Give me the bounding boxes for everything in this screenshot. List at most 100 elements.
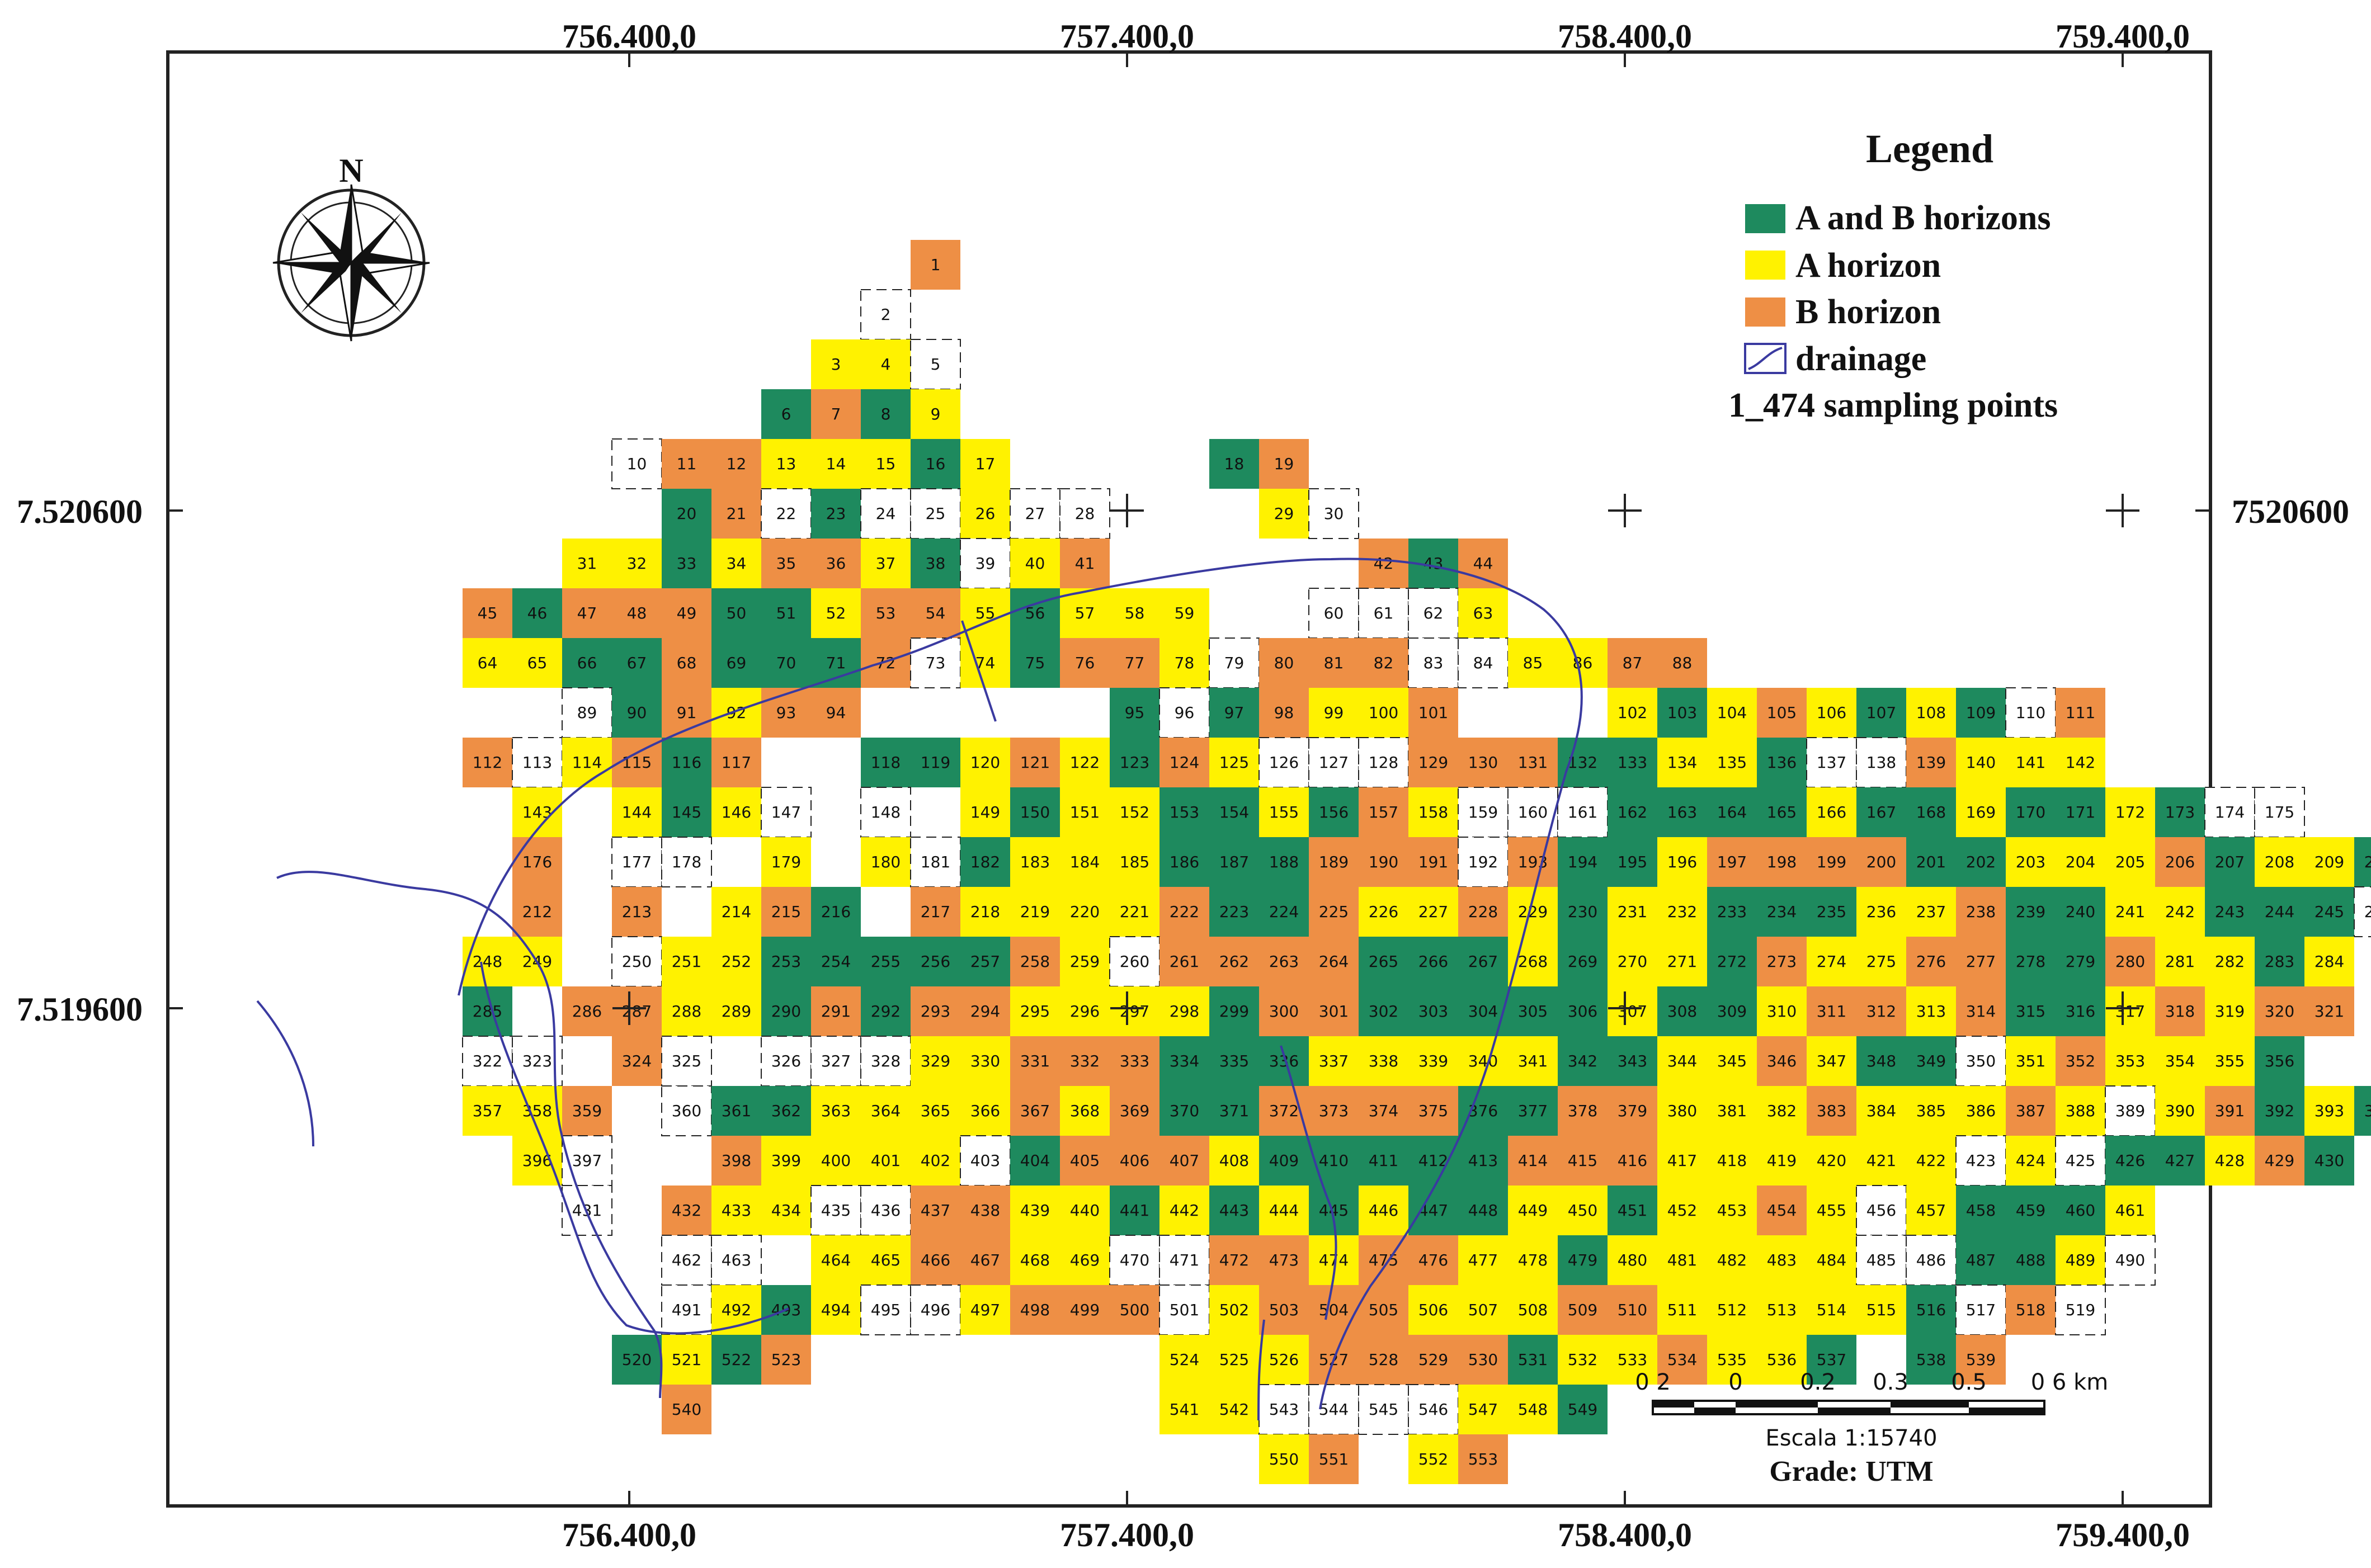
sample-point-number: 186 [1170, 853, 1199, 871]
sample-point-number: 217 [921, 903, 950, 921]
sample-cell [1906, 1136, 1956, 1186]
sample-cell [1159, 837, 1209, 887]
sample-cell [2205, 986, 2255, 1036]
sample-cell [1209, 1136, 1259, 1186]
sample-point-number: 183 [1020, 853, 1050, 871]
sample-point-number: 31 [577, 554, 597, 573]
sample-point-number: 372 [1269, 1102, 1299, 1120]
legend-label-b: B horizon [1795, 293, 1941, 331]
sample-point-number: 413 [1468, 1151, 1498, 1170]
sample-point-number: 151 [1070, 803, 1100, 821]
sample-cell [2105, 1235, 2156, 1286]
sample-cell [761, 887, 811, 937]
sample-cell [1757, 738, 1807, 787]
sample-cell [960, 1285, 1010, 1335]
sample-point-number: 84 [1473, 654, 1493, 672]
sample-cell [1060, 937, 1110, 986]
sample-point-number: 174 [2215, 803, 2245, 821]
sample-point-number: 59 [1175, 604, 1195, 622]
sample-cell [1060, 638, 1110, 688]
sample-cell [1458, 837, 1509, 887]
sample-cell [1359, 1335, 1408, 1385]
sample-point-number: 506 [1418, 1301, 1448, 1319]
sample-cell [1408, 837, 1458, 887]
sample-cell [1359, 937, 1408, 986]
sample-cell [1608, 1136, 1657, 1186]
sample-point-number: 181 [921, 853, 950, 871]
sample-cell [1359, 1136, 1408, 1186]
sample-point-number: 203 [2016, 853, 2045, 871]
sample-point-number: 293 [921, 1002, 950, 1021]
sample-cell [711, 887, 761, 937]
sample-point-number: 408 [1219, 1151, 1249, 1170]
sample-point-number: 486 [1916, 1251, 1946, 1269]
sample-point-number: 360 [672, 1102, 701, 1120]
sample-cell [1508, 837, 1558, 887]
sample-point-number: 487 [1966, 1251, 1996, 1269]
sample-point-number: 33 [677, 554, 697, 573]
sample-point-number: 339 [1418, 1052, 1448, 1070]
sample-cell [1458, 1086, 1508, 1136]
sample-cell [1209, 1186, 1259, 1235]
sample-point-number: 471 [1170, 1251, 1199, 1269]
sample-cell [2204, 787, 2255, 838]
sample-cell [2205, 1036, 2255, 1086]
sample-cell [1906, 986, 1956, 1036]
sample-point-number: 331 [1020, 1052, 1050, 1070]
sample-point-number: 488 [2016, 1251, 2045, 1269]
sample-point-number: 250 [622, 952, 652, 971]
sample-cell [1856, 1136, 1906, 1186]
sample-point-number: 150 [1020, 803, 1050, 821]
sample-point-number: 233 [1717, 903, 1747, 921]
sample-cell [1558, 837, 1608, 887]
sample-point-number: 302 [1369, 1002, 1398, 1021]
sample-cell [1209, 787, 1259, 837]
sample-point-number: 446 [1369, 1201, 1398, 1220]
sample-cell [1608, 787, 1657, 837]
sample-point-number: 131 [1518, 753, 1548, 772]
sample-cell [711, 489, 761, 539]
sample-cell [2105, 787, 2155, 837]
sample-cell [1110, 738, 1159, 787]
sample-cell [960, 837, 1010, 887]
sample-point-number: 260 [1120, 952, 1149, 971]
sample-cell [1010, 887, 1060, 937]
sample-point-number: 365 [921, 1102, 950, 1120]
sample-cell [860, 1284, 911, 1335]
sample-point-number: 42 [1374, 554, 1394, 573]
sample-cell [1209, 1036, 1259, 1086]
sample-point-number: 553 [1468, 1450, 1498, 1468]
sample-point-number: 13 [776, 455, 796, 473]
sample-point-number: 533 [1618, 1350, 1647, 1369]
sample-point-number: 102 [1618, 703, 1647, 722]
sample-cell [1060, 1235, 1110, 1285]
sample-cell [1956, 1086, 2006, 1136]
sample-cell [1010, 787, 1060, 837]
sample-cell [1408, 937, 1458, 986]
sample-point-number: 220 [1070, 903, 1100, 921]
sample-cell [1807, 1136, 1856, 1186]
sample-cell [1110, 1186, 1159, 1235]
sample-point-number: 321 [2315, 1002, 2344, 1021]
sample-point-number: 326 [771, 1052, 801, 1070]
sample-cell [1558, 1036, 1608, 1086]
sample-cell [2105, 937, 2155, 986]
sample-cell [1657, 1235, 1707, 1285]
sample-cell [911, 1136, 960, 1186]
sample-cell [463, 588, 512, 638]
sample-cell [1109, 936, 1160, 987]
sample-cell [1807, 688, 1856, 738]
sample-cell [811, 688, 861, 738]
sample-cell [1159, 887, 1209, 937]
sample-cell [1608, 1285, 1657, 1335]
sample-cell [1308, 588, 1359, 639]
sample-cell [1856, 1185, 1907, 1236]
sample-point-number: 292 [871, 1002, 901, 1021]
sample-cell [1159, 937, 1209, 986]
sample-point-number: 414 [1518, 1151, 1548, 1170]
sample-point-number: 423 [1966, 1151, 1996, 1170]
sample-cell [1359, 787, 1408, 837]
sample-cell [861, 937, 911, 986]
sample-cell [1060, 787, 1110, 837]
sample-point-number: 539 [1966, 1350, 1996, 1369]
